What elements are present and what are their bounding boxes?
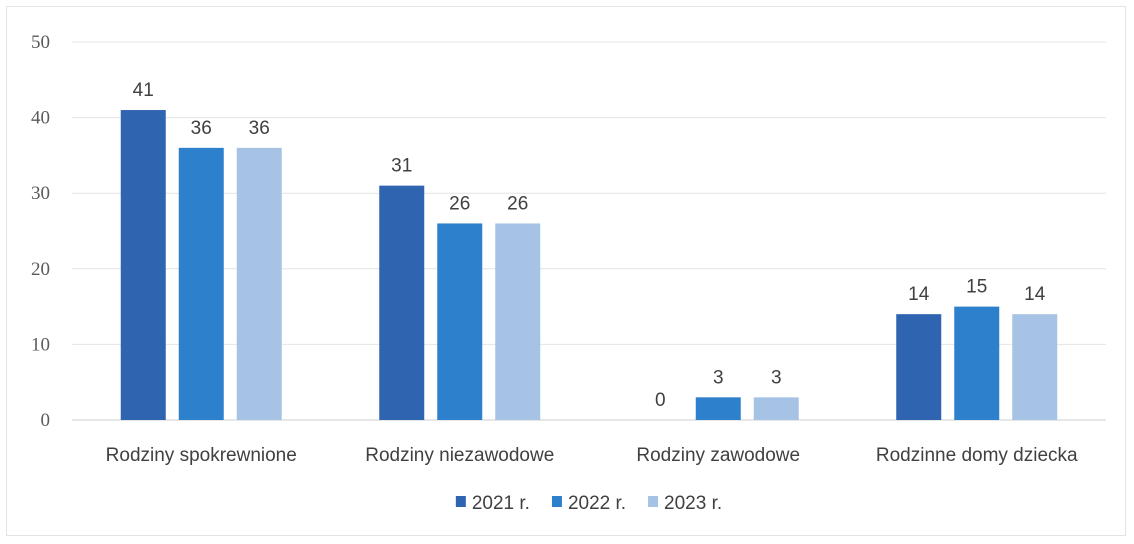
bar (437, 223, 483, 420)
data-label: 36 (191, 118, 212, 139)
bar (495, 223, 541, 420)
bar (1012, 314, 1058, 420)
y-tick-label: 10 (31, 334, 50, 355)
y-tick-label: 0 (41, 410, 51, 431)
x-tick-label: Rodziny niezawodowe (365, 445, 554, 466)
bar (954, 306, 1000, 420)
y-tick-label: 50 (31, 32, 50, 53)
data-label: 3 (713, 367, 724, 388)
bars (120, 110, 1058, 420)
y-tick-label: 40 (31, 108, 50, 129)
bar (896, 314, 942, 420)
x-tick-label: Rodziny zawodowe (636, 445, 800, 466)
legend-marker (455, 496, 466, 507)
bar (120, 110, 166, 420)
legend-label: 2021 r. (472, 493, 530, 514)
bar (236, 147, 282, 420)
x-tick-label: Rodziny spokrewnione (106, 445, 297, 466)
data-label: 36 (249, 118, 270, 139)
x-tick-label: Rodzinne domy dziecka (876, 445, 1078, 466)
legend: 2021 r. 2022 r. 2023 r. (455, 493, 722, 514)
data-label: 41 (133, 80, 154, 101)
data-label: 0 (655, 390, 666, 411)
data-label: 3 (771, 367, 782, 388)
data-label: 26 (507, 193, 528, 214)
y-tick-label: 20 (31, 259, 50, 280)
data-label: 31 (391, 156, 412, 177)
data-labels: 41 36 36 31 26 26 0 3 3 14 15 14 (133, 80, 1046, 411)
legend-label: 2022 r. (568, 493, 626, 514)
y-tick-label: 30 (31, 183, 50, 204)
data-label: 26 (449, 193, 470, 214)
x-axis: Rodziny spokrewnione Rodziny niezawodowe R… (106, 445, 1078, 466)
gridlines (72, 41, 1106, 421)
legend-marker (648, 496, 659, 507)
data-label: 14 (908, 284, 930, 305)
bar (753, 397, 799, 420)
data-label: 15 (966, 277, 987, 298)
bar (178, 147, 224, 420)
data-label: 14 (1024, 284, 1046, 305)
bar (695, 397, 741, 420)
legend-marker (551, 496, 562, 507)
legend-label: 2023 r. (664, 493, 722, 514)
y-axis: 0 10 20 30 40 50 (31, 32, 50, 431)
bar (379, 185, 425, 420)
